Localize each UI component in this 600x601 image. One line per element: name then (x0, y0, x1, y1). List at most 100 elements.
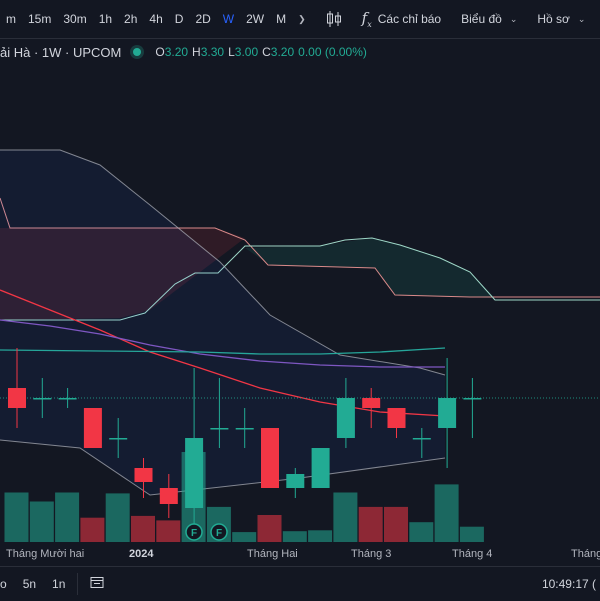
interval-m[interactable]: m (6, 12, 16, 26)
candle-body (83, 408, 102, 448)
axis-year-label: 2024 (129, 548, 154, 560)
ma-teal-line (0, 347, 446, 355)
charts-label: Biểu đồ (461, 12, 502, 26)
high-value: 3.30 (200, 45, 225, 59)
time-axis[interactable]: Tháng Mười hai 2024 Tháng Hai Tháng 3 Th… (0, 543, 600, 565)
candle (33, 378, 52, 418)
candle (235, 408, 254, 448)
volume-bar (358, 506, 383, 542)
candle (311, 448, 330, 488)
volume-bar (308, 530, 333, 542)
candle (438, 358, 457, 468)
function-fx-icon: fx (361, 9, 372, 29)
open-value: 3.20 (164, 45, 189, 59)
bollinger-upper-line (0, 149, 446, 376)
candle (463, 378, 482, 438)
candle (8, 348, 26, 428)
candle-body (134, 468, 153, 482)
range-button[interactable]: o (0, 577, 7, 591)
interval-30m[interactable]: 30m (63, 12, 87, 26)
interval-4h[interactable]: 4h (149, 12, 163, 26)
candle (210, 378, 229, 448)
calendar-range-icon (90, 577, 104, 588)
candle (159, 474, 178, 518)
axis-label: Tháng Mười hai (6, 548, 85, 560)
volume-bar (105, 493, 130, 542)
candle-body (33, 398, 52, 400)
interval-dropdown-chevron-icon[interactable]: ❯ (298, 13, 306, 24)
candle-body (109, 438, 128, 440)
change-value: 0.00 (0.00%) (298, 45, 367, 59)
event-marker-label: F (191, 528, 197, 539)
axis-label: Tháng (571, 548, 600, 560)
bollinger-band-fill (0, 150, 445, 495)
interval-m-month[interactable]: M (276, 12, 287, 26)
axis-label: Tháng 4 (452, 548, 493, 560)
clock[interactable]: 10:49:17 ( (541, 577, 596, 591)
volume-bar (55, 492, 80, 542)
interval-2w[interactable]: 2W (246, 12, 265, 26)
volume-bar (434, 484, 459, 542)
ichimoku-cloud-bullish (245, 238, 495, 298)
candle (58, 388, 77, 408)
candle-body (185, 438, 204, 508)
bottom-toolbar: o 5n 1n 10:49:17 ( (0, 566, 600, 601)
candle (412, 428, 431, 458)
interval-d[interactable]: D (174, 12, 184, 26)
candle (362, 388, 381, 428)
candle (83, 408, 102, 448)
interval-2d[interactable]: 2D (195, 12, 211, 26)
date-range-button[interactable] (82, 576, 112, 592)
candle-body (159, 488, 178, 504)
candle-body (362, 398, 381, 408)
candlestick-series (8, 348, 482, 528)
candle-body (311, 448, 330, 488)
candle (387, 408, 406, 438)
interval-15m[interactable]: 15m (28, 12, 52, 26)
market-status-icon (133, 48, 142, 56)
top-toolbar: m 15m 30m 1h 2h 4h D 2D W 2W M ❯ fx Các … (0, 0, 600, 39)
chevron-down-icon: ⌄ (509, 13, 518, 24)
event-marker[interactable]: F (185, 523, 203, 541)
volume-bar (257, 515, 282, 542)
volume-bar (4, 492, 29, 542)
candle-body (58, 398, 77, 400)
symbol-title[interactable]: ải Hà · 1W · UPCOM (0, 44, 122, 60)
volume-bar (384, 506, 408, 542)
profile-label: Hồ sơ (537, 12, 570, 26)
candle-body (261, 428, 279, 488)
volume-bar (459, 526, 484, 542)
candle (286, 468, 305, 498)
interval-1h[interactable]: 1h (98, 12, 113, 26)
candle (134, 458, 153, 498)
ma-red-line (0, 289, 446, 417)
ichimoku-span-b-line (0, 197, 600, 298)
interval-2h[interactable]: 2h (124, 12, 138, 26)
charts-menu-button[interactable]: Biểu đồ ⌄ (455, 0, 523, 38)
axis-label: Tháng Hai (247, 548, 298, 560)
ma-purple-line (0, 319, 445, 368)
close-value: 3.20 (270, 45, 295, 59)
volume-bar (156, 520, 181, 542)
interval-w[interactable]: W (222, 12, 235, 26)
candle (261, 428, 279, 488)
range-1y-button[interactable]: 1n (52, 577, 66, 591)
volume-bar (409, 522, 434, 542)
symbol-legend: ải Hà · 1W · UPCOM O 3.20 H 3.30 L 3.00 C 3.… (0, 44, 367, 60)
range-5y-button[interactable]: 5n (22, 577, 37, 591)
candle-body (463, 398, 482, 400)
toolbar-divider (77, 573, 79, 595)
ichimoku-span-a-line (0, 237, 600, 321)
event-marker[interactable]: F (210, 523, 228, 541)
candle-body (438, 398, 457, 428)
candle-body (412, 438, 431, 440)
price-chart[interactable]: F F (0, 39, 600, 543)
indicators-label: Các chỉ báo (377, 12, 442, 26)
volume-bar (131, 515, 155, 542)
profile-menu-button[interactable]: Hồ sơ ⌄ (531, 0, 591, 38)
candle-body (336, 398, 355, 438)
indicators-button[interactable]: fx Các chỉ báo (356, 0, 447, 38)
candle (185, 368, 204, 528)
candlestick-icon (326, 11, 341, 27)
candles-style-button[interactable] (320, 0, 348, 38)
